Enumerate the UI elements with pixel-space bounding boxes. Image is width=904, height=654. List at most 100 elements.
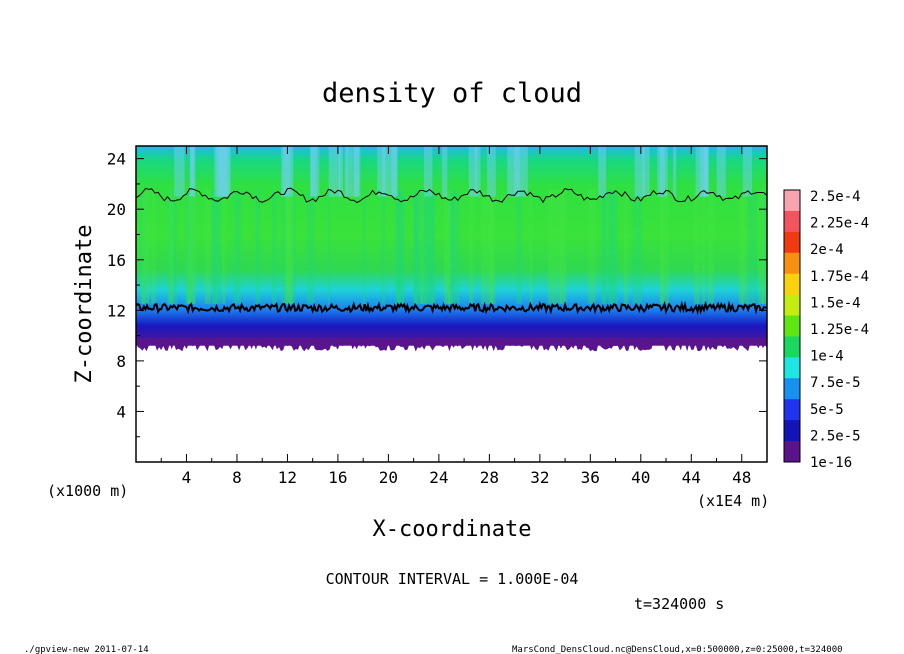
cloud-streak: [140, 190, 146, 304]
cloud-streak-top: [310, 146, 320, 197]
x-tick-label: 20: [379, 468, 398, 487]
x-tick-label: 8: [232, 468, 242, 487]
cloud-streak: [550, 190, 554, 304]
contour-interval-text: CONTOUR INTERVAL = 1.000E-04: [326, 570, 579, 588]
cloud-streak: [660, 190, 664, 304]
cloud-streak: [141, 190, 150, 304]
cloud-streak: [212, 190, 218, 304]
cloud-streak-top: [391, 146, 397, 197]
colorbar-swatch: [784, 190, 800, 212]
cloud-streak: [395, 190, 400, 304]
cloud-streak-top: [214, 146, 222, 197]
cloud-streak: [701, 190, 706, 304]
cloud-streak: [450, 190, 461, 304]
cloud-streak: [423, 190, 433, 304]
cloud-streak-top: [598, 146, 607, 197]
cloud-streak: [381, 190, 385, 304]
cloud-streak: [414, 190, 417, 304]
cloud-streak: [413, 190, 419, 304]
colorbar: 2.5e-4 2.25e-4 2e-4 1.75e-4 1.5e-4 1.25e-4 1e-…: [783, 189, 869, 471]
cloud-streak: [489, 190, 496, 304]
y-tick-label: 8: [116, 352, 126, 371]
cloud-streak-top: [521, 146, 528, 197]
cloud-streak: [547, 190, 551, 304]
x-axis-label: X-coordinate: [373, 517, 532, 542]
cloud-streak: [469, 190, 474, 304]
cloud-streak: [168, 190, 174, 304]
cloud-streak: [693, 190, 700, 304]
y-axis-unit-label: (x1000 m): [47, 482, 128, 500]
cloud-streak: [486, 190, 494, 304]
cloud-streak-top: [377, 146, 390, 197]
cloud-streak: [233, 190, 242, 304]
cloud-streak: [560, 190, 565, 304]
cloud-streak: [601, 190, 606, 304]
cloud-streak: [607, 190, 615, 304]
cloud-streak: [761, 190, 767, 304]
cloud-streak: [420, 190, 426, 304]
cloud-streak-top: [634, 146, 645, 197]
footer-right: MarsCond_DensCloud.nc@DensCloud,x=0:5000…: [512, 645, 843, 654]
cloud-streak: [660, 190, 669, 304]
cloud-streak-top: [190, 146, 196, 197]
y-tick-label: 4: [116, 402, 126, 421]
cloud-streak: [186, 190, 196, 304]
cloud-streak: [741, 190, 748, 304]
cloud-streak: [204, 190, 211, 304]
cloud-streak: [306, 190, 315, 304]
cloud-streak: [425, 190, 435, 304]
cloud-streak: [185, 190, 195, 304]
cloud-streak: [757, 190, 764, 304]
cloud-streak-top: [174, 146, 185, 197]
cloud-streak: [707, 190, 714, 304]
cloud-streak: [448, 190, 455, 304]
cloud-streak: [588, 190, 596, 304]
colorbar-swatch: [784, 210, 800, 233]
cloud-streak-top: [346, 146, 353, 197]
cloud-streak: [151, 190, 156, 304]
colorbar-swatch: [784, 441, 800, 463]
colorbar-swatch: [784, 357, 800, 379]
y-axis-ticks: 4 8 12 16 20 24: [107, 150, 767, 438]
x-tick-label: 16: [328, 468, 347, 487]
y-tick-label: 24: [107, 150, 126, 169]
colorbar-label: 5e-5: [810, 402, 844, 418]
cloud-streak: [327, 190, 330, 304]
colorbar-swatch: [784, 315, 800, 337]
y-axis-label: Z-coordinate: [72, 225, 97, 384]
cloud-streak: [413, 190, 417, 304]
colorbar-swatch: [784, 399, 800, 421]
cloud-streak-top: [716, 146, 726, 197]
cloud-base-edge: [136, 338, 767, 352]
cloud-streak: [747, 190, 757, 304]
plot-area: [136, 146, 767, 462]
cloud-streak: [563, 190, 567, 304]
cloud-streak-top: [695, 146, 709, 197]
plot-frame: [135, 145, 768, 463]
cloud-streak-top: [338, 146, 344, 197]
cloud-streak: [289, 190, 296, 304]
cloud-streak: [444, 190, 447, 304]
x-tick-label: 28: [480, 468, 499, 487]
x-axis-ticks: 4 8 12 16 20 24 28 32 36 40 44 48: [160, 146, 751, 487]
x-tick-label: 40: [631, 468, 650, 487]
y-tick-label: 20: [107, 200, 126, 219]
cloud-streak: [187, 190, 190, 304]
cloud-streak: [447, 190, 451, 304]
cloud-streak-top: [353, 146, 359, 197]
cloud-streak: [623, 190, 629, 304]
cloud-streak: [420, 190, 423, 304]
cloud-streak: [398, 190, 405, 304]
colorbar-label: 7.5e-5: [810, 375, 861, 391]
cloud-streak: [552, 190, 562, 304]
colorbar-swatch: [784, 378, 800, 400]
footer-left: ./gpview-new 2011-07-14: [24, 645, 149, 654]
cloud-streak: [211, 190, 222, 304]
cloud-streak: [516, 190, 522, 304]
cloud-streak-top: [328, 146, 341, 197]
cloud-streak: [481, 190, 486, 304]
colorbar-label: 1.5e-4: [810, 295, 861, 311]
x-tick-label: 4: [182, 468, 192, 487]
x-tick-label: 32: [530, 468, 549, 487]
